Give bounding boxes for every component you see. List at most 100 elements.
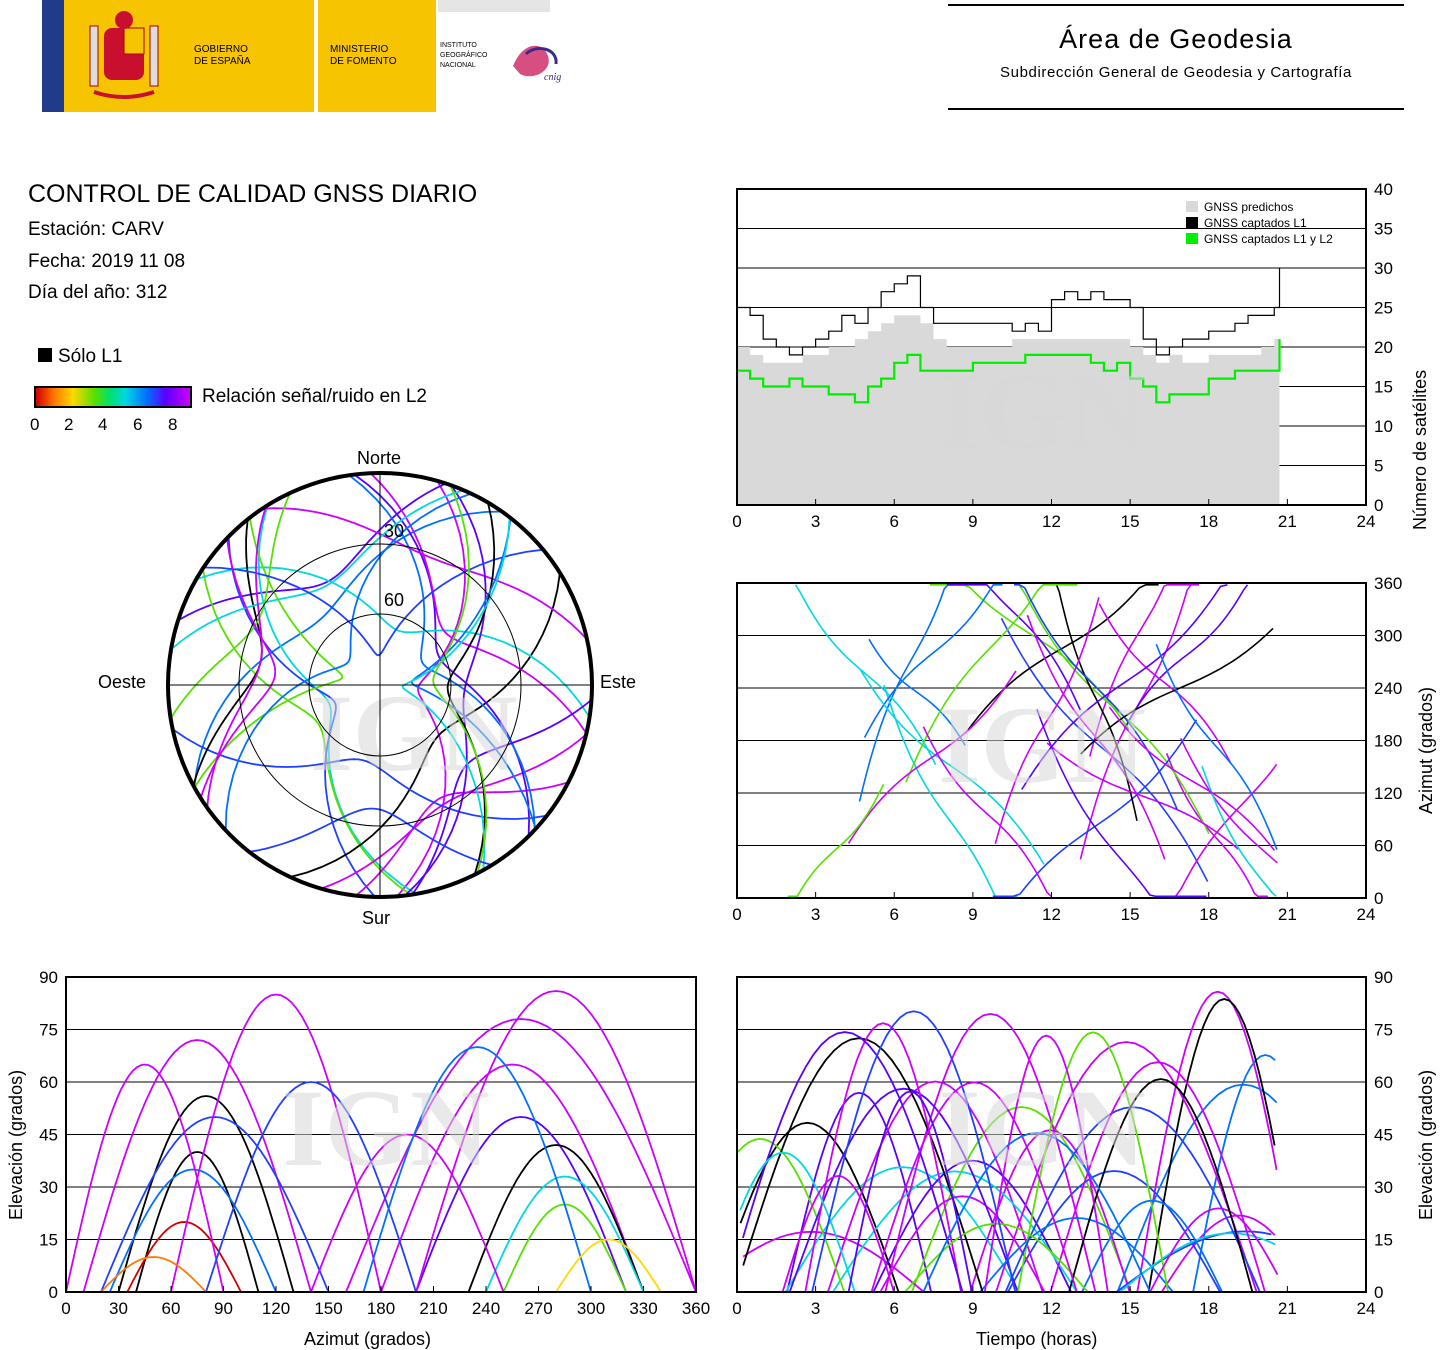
azimuth-time-chart: IGN 0 3 6 9 12 15 18 21 24 0 60 120 180 240 300 360 Az… (732, 574, 1436, 924)
count-watermark: IGN (938, 350, 1146, 472)
az-track (1123, 584, 1249, 729)
sky-track (369, 472, 588, 734)
et-track (786, 1091, 932, 1293)
elevation-azimuth-chart: IGN 0 30 60 90 120 150 180 210 240 270 300 330 360 0… (6, 968, 710, 1349)
az-yticks: 0 60 120 180 240 300 360 (1374, 574, 1402, 908)
header-rule-top (948, 4, 1404, 6)
az-xticks: 0 3 6 9 12 15 18 21 24 (732, 892, 1375, 924)
header-rule-bottom (948, 108, 1404, 110)
et-track (1192, 1054, 1276, 1293)
cnig-logo-icon: cnig (513, 45, 561, 83)
sky-track (172, 728, 548, 820)
et-watermark: IGN (938, 1067, 1146, 1189)
xtick-label: 24 (1357, 1299, 1376, 1318)
min-line2: DE FOMENTO (330, 56, 397, 67)
xtick-label: 18 (1199, 905, 1218, 924)
az-track (1098, 603, 1231, 763)
xtick-label: 30 (109, 1299, 128, 1318)
et-track (1160, 1214, 1276, 1293)
sky-track (177, 482, 447, 621)
ign-line3: NACIONAL (440, 62, 476, 69)
ytick-label: 30 (1374, 1178, 1393, 1197)
xtick-label: 360 (682, 1299, 710, 1318)
ytick-label: 90 (1374, 968, 1393, 987)
sky-track (206, 506, 267, 808)
az-track (946, 584, 1082, 711)
snr-tick-8: 8 (168, 415, 178, 434)
ea-watermark: IGN (282, 1067, 490, 1189)
south-label: Sur (362, 908, 390, 928)
xtick-label: 6 (890, 512, 899, 531)
skyplot-watermark: IGN (310, 672, 518, 794)
az-track (1036, 709, 1207, 898)
report-title: CONTROL DE CALIDAD GNSS DIARIO (28, 180, 478, 208)
et-track (1049, 1061, 1266, 1293)
xtick-label: 120 (262, 1299, 290, 1318)
sky-track (348, 474, 536, 830)
az-track (787, 783, 885, 898)
ea-yticks: 0 15 30 45 60 75 90 (39, 968, 58, 1302)
ytick-label: 40 (1374, 180, 1393, 199)
xtick-label: 12 (1042, 512, 1061, 531)
az-track (1046, 742, 1239, 850)
snr-colorbar (34, 386, 192, 408)
east-label: Este (600, 672, 636, 692)
sky-track (404, 484, 487, 897)
west-label: Oeste (98, 672, 146, 692)
et-track (739, 1121, 900, 1293)
institutional-logos: GOBIERNO DE ESPAÑA MINISTERIO DE FOMENTO… (42, 0, 561, 112)
ea-track (82, 1039, 312, 1293)
az-track (922, 726, 1052, 897)
xtick-label: 300 (577, 1299, 605, 1318)
ytick-label: 180 (1374, 732, 1402, 751)
sky-track (355, 781, 569, 897)
snr-tick-4: 4 (98, 415, 108, 434)
ea-track (310, 1133, 505, 1293)
xtick-label: 3 (811, 905, 820, 924)
xtick-label: 21 (1278, 905, 1297, 924)
ytick-label: 45 (1374, 1126, 1393, 1145)
xtick-label: 12 (1042, 905, 1061, 924)
count-legend: GNSS predichos GNSS captados L1 GNSS cap… (1186, 200, 1333, 246)
xtick-label: 9 (968, 512, 977, 531)
sky-track (169, 492, 291, 719)
xtick-label: 15 (1121, 905, 1140, 924)
xtick-label: 3 (811, 1299, 820, 1318)
sky-track (201, 568, 412, 896)
et-xticks: 0 3 6 9 12 15 18 21 24 (732, 1286, 1375, 1318)
az-tracks (787, 584, 1278, 898)
count-ylabel: Número de satélites (1410, 370, 1430, 530)
ytick-label: 5 (1374, 457, 1383, 476)
et-track (995, 1041, 1258, 1293)
et-track (1017, 1031, 1169, 1293)
az-track (1026, 614, 1166, 860)
ytick-label: 25 (1374, 299, 1393, 318)
az-watermark: IGN (938, 684, 1146, 806)
az-track (1018, 584, 1210, 835)
ytick-label: 15 (1374, 1231, 1393, 1250)
ea-xlabel: Azimut (grados) (304, 1329, 431, 1349)
xtick-label: 18 (1199, 512, 1218, 531)
area-subtitle: Subdirección General de Geodesia y Carto… (1000, 64, 1352, 81)
xtick-label: 9 (968, 1299, 977, 1318)
ytick-label: 15 (39, 1231, 58, 1250)
az-track (1055, 584, 1138, 821)
area-header: Área de Geodesia Subdirección General de… (948, 0, 1404, 112)
az-track (905, 584, 1078, 783)
legend-l1l2: GNSS captados L1 y L2 (1204, 232, 1333, 246)
sky-track (410, 517, 537, 830)
ytick-label: 90 (39, 968, 58, 987)
az-track (1000, 617, 1209, 882)
min-line1: MINISTERIO (330, 44, 389, 55)
ytick-label: 0 (1374, 889, 1383, 908)
eu-flag-strip (42, 0, 64, 112)
ea-track (108, 1168, 277, 1293)
et-track (847, 1090, 973, 1293)
sky-track (170, 489, 464, 651)
snr-tick-6: 6 (133, 415, 143, 434)
xtick-label: 24 (1357, 905, 1376, 924)
et-track (870, 1081, 1078, 1293)
ea-track (380, 1063, 645, 1293)
ea-track (117, 1095, 295, 1293)
az-track (794, 584, 937, 765)
